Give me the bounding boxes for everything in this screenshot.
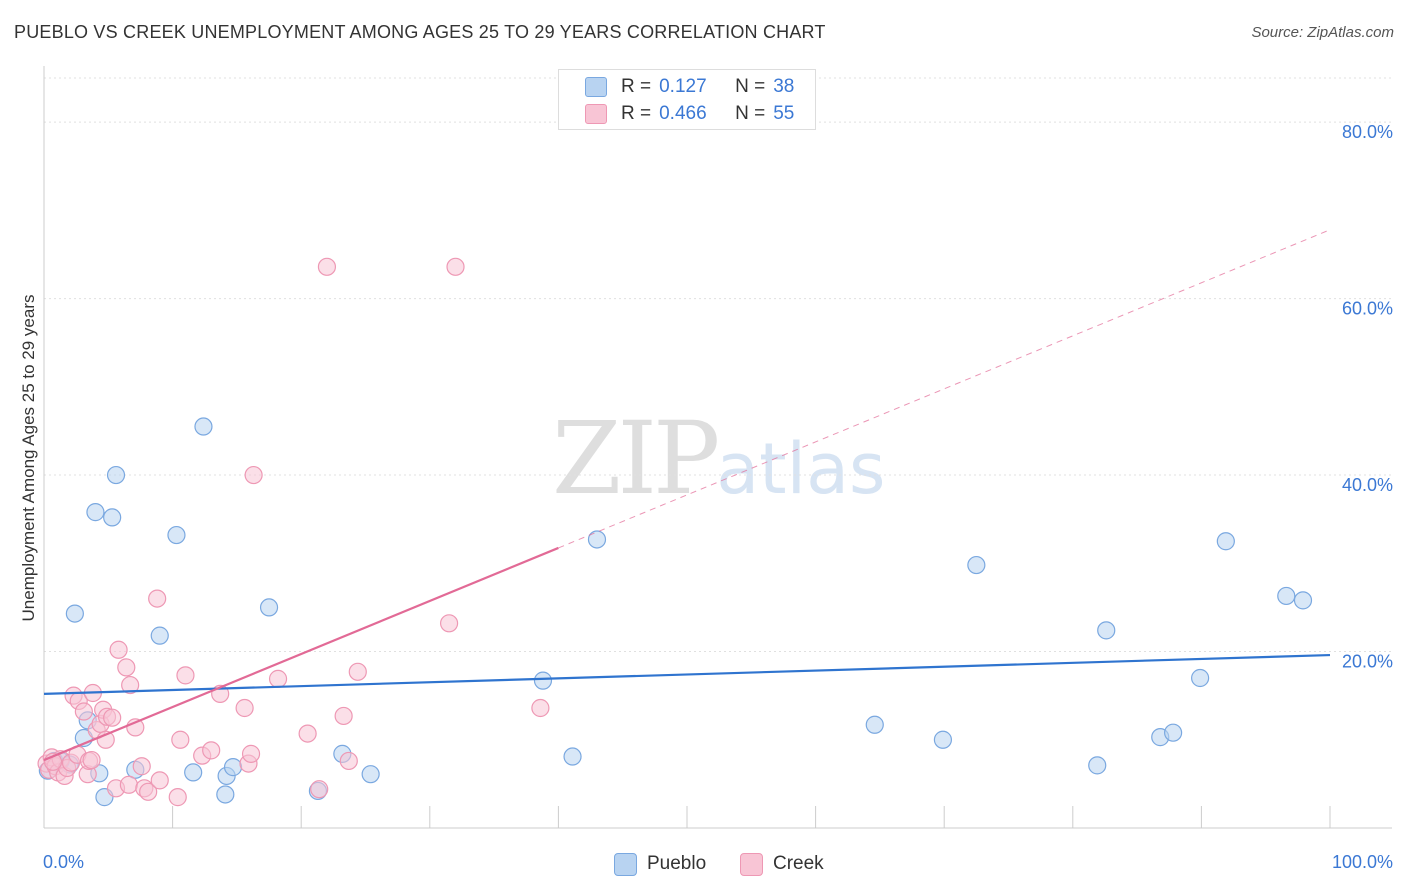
creek-point <box>235 698 254 718</box>
legend-r-label: R = <box>621 76 652 97</box>
pueblo-point <box>216 785 235 804</box>
pueblo-point <box>1216 532 1235 551</box>
trend-lines <box>43 229 1331 762</box>
pueblo-point <box>361 765 380 784</box>
bottom-legend-pueblo: Pueblo <box>614 852 706 876</box>
creek-point <box>202 741 221 760</box>
pueblo-point <box>1293 591 1313 610</box>
pueblo-point <box>223 758 243 777</box>
pueblo-point <box>65 604 84 623</box>
y-tick-label: 20.0% <box>1342 652 1393 672</box>
pueblo-point <box>86 503 105 522</box>
data-points <box>37 257 1313 807</box>
creek-point <box>132 757 151 776</box>
creek-point <box>317 257 337 276</box>
creek-point <box>82 750 101 770</box>
creek-point <box>298 724 317 743</box>
creek-point <box>74 702 93 721</box>
bottom-legend-swatch-creek <box>740 852 763 876</box>
creek-point <box>150 771 169 790</box>
pueblo-point <box>150 626 169 645</box>
pueblo-point <box>933 730 953 749</box>
creek-point <box>139 782 158 801</box>
bottom-legend-label-pueblo: Pueblo <box>647 853 707 874</box>
creek-point <box>241 744 261 763</box>
bottom-legend-creek: Creek <box>740 852 824 876</box>
legend-row-pueblo: R = 0.127 N = 38 <box>585 76 794 98</box>
creek-point <box>531 698 550 718</box>
watermark-zip: ZIP <box>552 400 720 517</box>
pueblo-point <box>1088 756 1107 775</box>
pueblo-point <box>106 465 126 485</box>
bottom-legend-swatch-pueblo <box>614 852 637 876</box>
pueblo-point <box>563 747 582 766</box>
creek-point <box>439 614 459 633</box>
pueblo-point <box>259 598 279 617</box>
pueblo-point <box>1191 668 1210 688</box>
creek-point <box>148 589 167 608</box>
correlation-legend-box: R = 0.127 N = 38 R = 0.466 N = 55 <box>558 69 816 130</box>
x-tick-label-min: 0.0% <box>43 852 84 872</box>
pueblo-point <box>167 525 186 545</box>
creek-trend-line <box>43 546 559 762</box>
y-tick-label: 80.0% <box>1342 122 1393 142</box>
creek-point <box>268 669 288 688</box>
pueblo-point <box>1164 723 1183 742</box>
legend-n-value: 55 <box>773 103 795 124</box>
legend-swatch-pueblo <box>585 77 607 97</box>
creek-trend-extension <box>558 229 1331 549</box>
axes <box>43 66 1392 829</box>
creek-point <box>103 708 122 727</box>
creek-point <box>109 640 128 659</box>
y-tick-label: 60.0% <box>1342 299 1393 319</box>
legend-n-label: N = <box>735 76 766 97</box>
creek-point <box>446 257 465 276</box>
creek-point <box>168 788 187 807</box>
creek-point <box>244 465 263 485</box>
pueblo-point <box>103 508 122 527</box>
pueblo-point <box>1097 621 1116 640</box>
y-tick-label: 40.0% <box>1342 475 1393 495</box>
watermark: ZIPatlas <box>552 400 885 517</box>
pueblo-trend-line <box>43 653 1331 695</box>
pueblo-point <box>1277 586 1296 606</box>
watermark-atlas: atlas <box>716 428 886 510</box>
legend-n-value: 38 <box>773 76 795 97</box>
creek-point <box>334 706 353 726</box>
legend-r-value: 0.127 <box>659 76 707 97</box>
bottom-legend-label-creek: Creek <box>773 853 824 874</box>
legend-r-value: 0.466 <box>659 103 707 124</box>
pueblo-point <box>533 671 553 690</box>
creek-point <box>310 780 329 799</box>
source-label: Source: ZipAtlas.com <box>1251 24 1394 41</box>
creek-point <box>121 675 140 695</box>
legend-row-creek: R = 0.466 N = 55 <box>585 103 794 125</box>
legend-swatch-creek <box>585 104 607 124</box>
creek-point <box>348 662 367 681</box>
grid-lines <box>44 77 1392 653</box>
pueblo-point <box>184 763 203 782</box>
pueblo-point <box>194 417 213 436</box>
creek-point <box>117 658 136 677</box>
creek-point <box>119 775 138 794</box>
pueblo-point <box>587 530 607 549</box>
x-tick-label-max: 100.0% <box>1332 852 1393 872</box>
creek-point <box>339 751 358 771</box>
creek-point <box>176 666 195 685</box>
chart-title: PUEBLO VS CREEK UNEMPLOYMENT AMONG AGES … <box>14 22 826 42</box>
pueblo-point <box>967 555 986 575</box>
pueblo-point <box>865 715 884 734</box>
tick-labels: 20.0% 40.0% 60.0% 80.0% 0.0% 100.0% <box>43 122 1393 872</box>
legend-r-label: R = <box>621 103 652 124</box>
creek-point <box>171 730 190 749</box>
legend-n-label: N = <box>735 103 766 124</box>
